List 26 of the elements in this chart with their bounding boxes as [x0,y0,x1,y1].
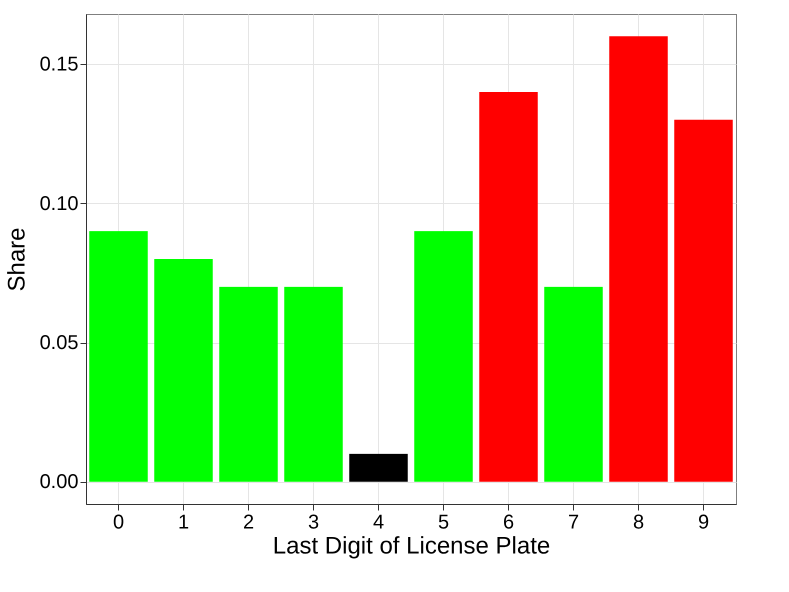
x-tick-label: 9 [698,512,710,534]
x-tick-label: 6 [502,512,514,534]
y-tick-label: 0.15 [40,54,78,76]
x-tick-label: 8 [632,512,644,534]
y-tick-label: 0.10 [40,192,78,215]
bar [219,286,278,482]
bar [479,92,538,482]
y-tick-label: 0.00 [40,471,78,494]
x-tick-label: 2 [242,512,254,534]
y-axis-title: Share [4,227,31,292]
bar [89,231,148,482]
x-tick-label: 3 [308,512,320,534]
x-tick-label: 1 [178,512,190,534]
bar [349,454,408,482]
x-tick-label: 7 [568,512,580,534]
bar [544,286,603,482]
x-axis-title: Last Digit of License Plate [272,532,550,560]
x-tick-label: 5 [438,512,450,534]
x-tick-label: 4 [372,512,384,534]
x-tick-label: 0 [112,512,124,534]
bar [609,36,668,482]
bar [414,231,473,482]
bar [154,259,213,482]
bar [284,286,343,482]
y-tick-label: 0.05 [40,332,78,354]
bar [674,120,733,482]
